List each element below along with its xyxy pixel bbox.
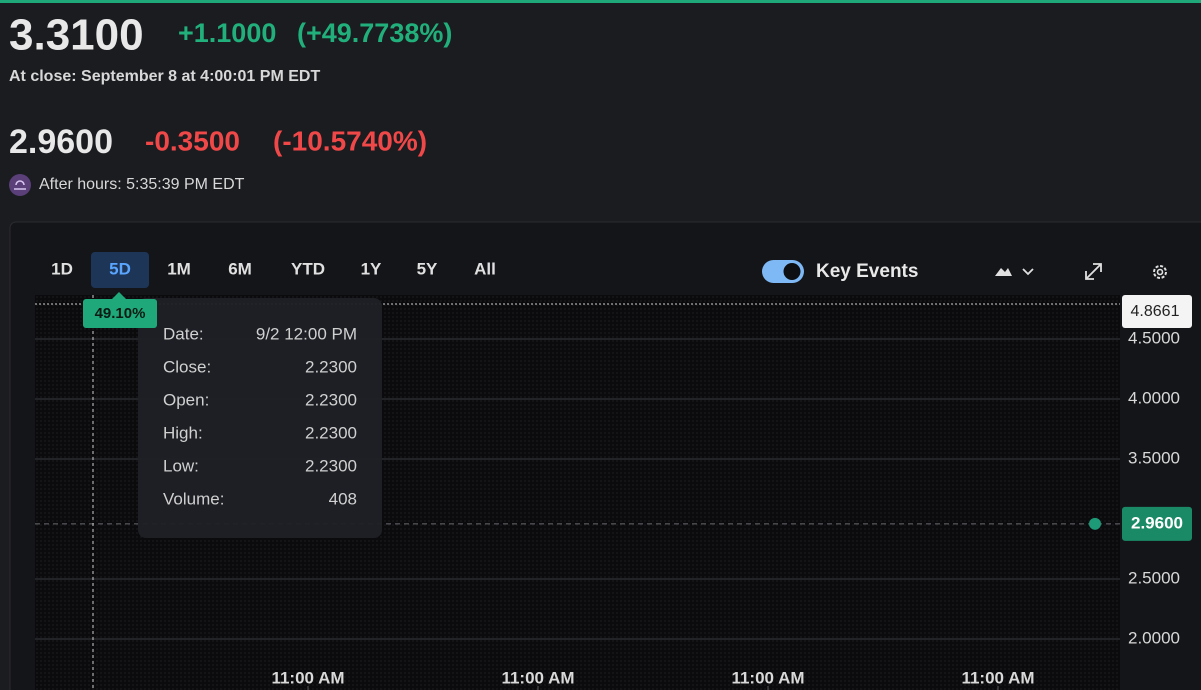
ah-label: After hours: 5:35:39 PM EDT <box>39 176 245 193</box>
tooltip-value: 9/2 12:00 PM <box>256 324 357 343</box>
tab[interactable]: 1Y <box>361 259 382 278</box>
y-tick-label: 4.5000 <box>1128 329 1180 348</box>
chevron <box>1022 268 1034 276</box>
overlay: Date: 9/2 12:00 PM Close: 2.2300 Open: 2.2300… <box>83 292 382 538</box>
tooltip <box>138 298 382 538</box>
last-label-bg <box>1122 506 1192 541</box>
tab[interactable]: 5Y <box>417 259 438 278</box>
x-tick-label: 11:00 AM <box>271 668 344 687</box>
toggle-knob <box>783 263 801 280</box>
ah-change-pct: (-10.5740%) <box>273 125 427 156</box>
tab[interactable]: YTD <box>291 259 325 278</box>
badge-arrow <box>112 292 126 299</box>
tooltip-key: Close: <box>163 357 211 376</box>
badge <box>83 299 157 328</box>
moon-icon <box>9 174 31 196</box>
badge-text: 49.10% <box>95 305 146 322</box>
y-tick-label: 4.0000 <box>1128 389 1180 408</box>
tab[interactable]: 6M <box>228 259 252 278</box>
cursor-label-bg <box>1122 295 1192 328</box>
tab[interactable]: 1M <box>167 259 191 278</box>
tooltip-key: High: <box>163 423 203 442</box>
tooltip-value: 408 <box>329 489 357 508</box>
tooltip-key: Date: <box>163 324 204 343</box>
tooltip-key: Low: <box>163 456 199 475</box>
y-tick-label: 2.0000 <box>1128 628 1180 647</box>
settings-icon[interactable] <box>1153 265 1167 279</box>
close-label: At close: September 8 at 4:00:01 PM EDT <box>9 68 320 85</box>
change-pct: (+49.7738%) <box>297 18 452 48</box>
tooltip-value: 2.2300 <box>305 357 357 376</box>
tab-active-bg <box>91 252 149 288</box>
settings-icon-core <box>1156 268 1164 276</box>
x-tick-label: 11:00 AM <box>501 668 574 687</box>
tab[interactable]: 5D <box>109 259 131 278</box>
moon-icon-glyph <box>14 180 26 190</box>
tabs: 1D 5D 1M 6M YTD 1Y 5Y All <box>51 252 496 288</box>
y-tick-label: 2.5000 <box>1128 568 1180 587</box>
cursor-label: 4.8661 <box>1131 303 1180 320</box>
change: +1.1000 <box>178 18 276 48</box>
ah-price: 2.9600 <box>9 123 113 161</box>
last-label: 2.9600 <box>1131 513 1183 532</box>
tab[interactable]: All <box>474 259 496 278</box>
last-point <box>1089 517 1101 530</box>
tooltip-key: Open: <box>163 390 209 409</box>
ah-change: -0.3500 <box>145 125 240 156</box>
chart-type-icon[interactable] <box>995 268 1012 276</box>
tooltip-value: 2.2300 <box>305 390 357 409</box>
x-tick-label: 11:00 AM <box>731 668 804 687</box>
key-events[interactable]: Key Events <box>816 261 918 282</box>
tooltip-value: 2.2300 <box>305 423 357 442</box>
top-accent <box>0 0 1201 3</box>
tab[interactable]: 1D <box>51 259 73 278</box>
y-tick-label: 3.5000 <box>1128 449 1180 468</box>
tooltip-value: 2.2300 <box>305 456 357 475</box>
expand-icon[interactable] <box>1085 263 1102 280</box>
price: 3.3100 <box>9 11 144 60</box>
tooltip-key: Volume: <box>163 489 224 508</box>
x-tick-label: 11:00 AM <box>961 668 1034 687</box>
